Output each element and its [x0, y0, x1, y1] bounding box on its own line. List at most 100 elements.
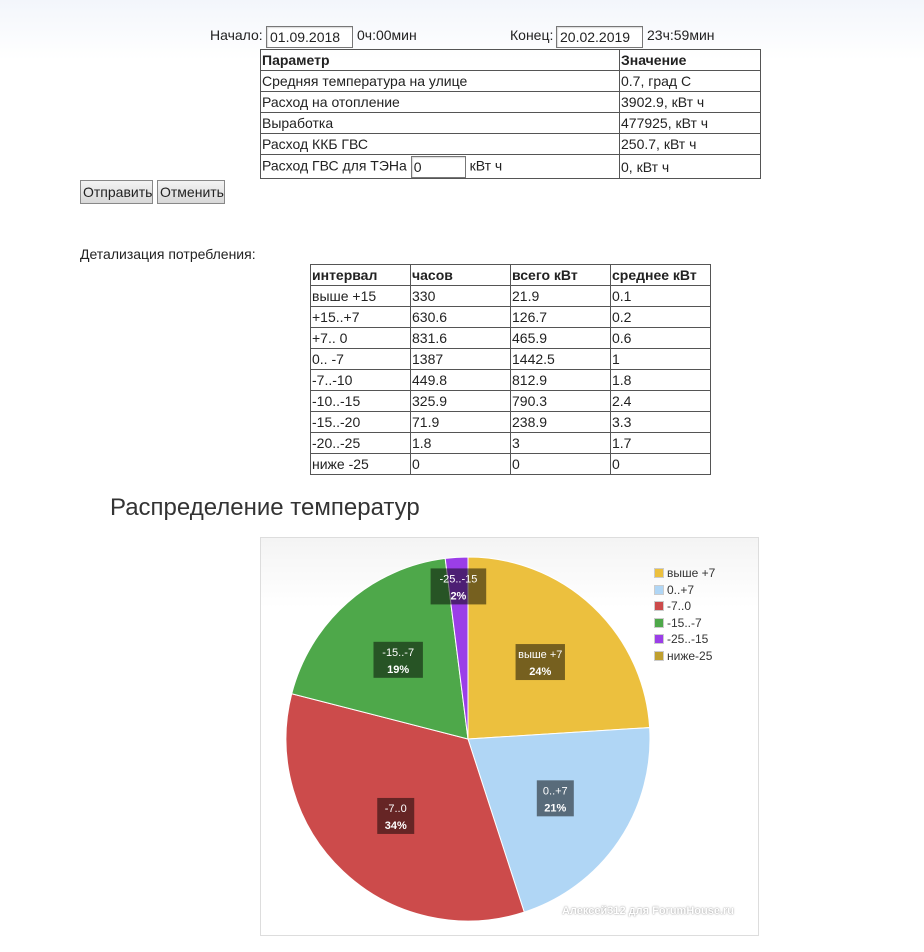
detail-cell: 0 [510, 453, 611, 475]
detail-cell: 790.3 [510, 390, 611, 412]
detail-cell: 0.. -7 [310, 348, 411, 370]
param-name: Расход ККБ ГВС [260, 133, 620, 155]
detail-cell: 126.7 [510, 306, 611, 328]
legend-swatch [654, 601, 664, 612]
detail-cell: 812.9 [510, 369, 611, 391]
slice-pct-label: 34% [385, 820, 407, 832]
data-label-bg [430, 568, 487, 605]
table-row: Расход ККБ ГВС 250.7, кВт ч [260, 133, 761, 155]
detail-header-row: интервал часов всего кВт среднее кВт [310, 264, 711, 286]
detail-cell: 465.9 [510, 327, 611, 349]
slice-pct-label: 21% [544, 802, 566, 814]
param-name: Средняя температура на улице [260, 70, 620, 92]
detail-cell: -15..-20 [310, 411, 411, 433]
gvs-label: Расход ГВС для ТЭНа [262, 157, 407, 174]
detail-cell: ниже -25 [310, 453, 411, 475]
legend-item[interactable]: -15..-7 [654, 615, 715, 632]
detail-cell: -7..-10 [310, 369, 411, 391]
legend-label: 0..+7 [667, 582, 695, 597]
legend-item[interactable]: -7..0 [654, 598, 715, 615]
start-time: 0ч:00мин [357, 27, 417, 43]
legend-item[interactable]: выше +7 [654, 565, 715, 582]
param-name: Расход ГВС для ТЭНа 0 кВт ч [260, 154, 620, 179]
end-date-input[interactable]: 20.02.2019 [556, 26, 643, 48]
slice-name-label: -15..-7 [382, 647, 414, 659]
detail-cell: 0 [410, 453, 511, 475]
param-value: 250.7, кВт ч [619, 133, 761, 155]
detail-cell: 1.8 [410, 432, 511, 454]
pie-chart-panel: выше +7 24% 0..+7 21% -7..0 34% -15..-7 19% -25.… [260, 537, 759, 936]
detail-header: часов [410, 264, 511, 286]
detail-cell: 0.6 [610, 327, 711, 349]
detail-cell: 325.9 [410, 390, 511, 412]
detail-cell: 1 [610, 348, 711, 370]
table-row: ниже -25 0 0 0 [310, 453, 711, 475]
detail-title: Детализация потребления: [80, 246, 256, 262]
cancel-button[interactable]: Отменить [157, 180, 225, 204]
detail-cell: +7.. 0 [310, 327, 411, 349]
slice-data-label: -25..-15 2% [430, 568, 487, 605]
param-value: 0, кВт ч [619, 154, 761, 179]
legend-label: -7..0 [667, 599, 692, 614]
pie-chart: выше +7 24% 0..+7 21% -7..0 34% -15..-7 19% -25.… [285, 556, 651, 922]
table-row: -15..-20 71.9 238.9 3.3 [310, 411, 711, 433]
param-name: Выработка [260, 112, 620, 134]
pie-slice[interactable] [467, 727, 651, 913]
detail-cell: 1442.5 [510, 348, 611, 370]
table-row: Расход ГВС для ТЭНа 0 кВт ч 0, кВт ч [260, 154, 761, 179]
table-row: -20..-25 1.8 3 1.7 [310, 432, 711, 454]
params-table: Параметр Значение Средняя температура на… [260, 49, 761, 179]
slice-pct-label: 24% [529, 666, 551, 678]
detail-header: интервал [310, 264, 411, 286]
legend-item[interactable]: -25..-15 [654, 631, 715, 648]
gvs-input[interactable]: 0 [410, 155, 466, 178]
detail-cell: 1387 [410, 348, 511, 370]
legend-swatch [654, 568, 664, 579]
slice-pct-label: 2% [450, 590, 466, 602]
chart-legend: выше +7 0..+7 -7..0 -15..-7 -25..-15 ниж… [654, 565, 715, 664]
detail-cell: 330 [410, 285, 511, 307]
detail-cell: 21.9 [510, 285, 611, 307]
legend-label: -25..-15 [667, 632, 709, 647]
table-row: Средняя температура на улице 0.7, град С [260, 70, 761, 92]
detail-cell: -20..-25 [310, 432, 411, 454]
param-value: 477925, кВт ч [619, 112, 761, 134]
legend-swatch [654, 617, 664, 628]
table-row: -7..-10 449.8 812.9 1.8 [310, 369, 711, 391]
detail-cell: 1.8 [610, 369, 711, 391]
detail-table: интервал часов всего кВт среднее кВт выш… [310, 264, 711, 475]
detail-header: среднее кВт [610, 264, 711, 286]
gvs-unit: кВт ч [469, 157, 503, 174]
start-date-input[interactable]: 01.09.2018 [266, 26, 353, 48]
legend-item[interactable]: 0..+7 [654, 582, 715, 599]
slice-name-label: -25..-15 [439, 573, 477, 585]
table-row: Выработка 477925, кВт ч [260, 112, 761, 134]
detail-cell: -10..-15 [310, 390, 411, 412]
end-label: Конец: [510, 27, 554, 43]
detail-cell: выше +15 [310, 285, 411, 307]
params-header-param: Параметр [260, 49, 620, 71]
slice-data-label: -15..-7 19% [373, 641, 423, 678]
data-label-bg [536, 780, 574, 817]
detail-cell: 0.1 [610, 285, 711, 307]
legend-swatch [654, 584, 664, 595]
params-header-value: Значение [619, 49, 761, 71]
detail-cell: 630.6 [410, 306, 511, 328]
detail-cell: 449.8 [410, 369, 511, 391]
table-row: Расход на отопление 3902.9, кВт ч [260, 91, 761, 113]
send-button[interactable]: Отправить [80, 180, 153, 204]
table-row: +15..+7 630.6 126.7 0.2 [310, 306, 711, 328]
detail-cell: 3 [510, 432, 611, 454]
slice-pct-label: 19% [387, 664, 409, 676]
detail-cell: 71.9 [410, 411, 511, 433]
end-time: 23ч:59мин [647, 27, 715, 43]
legend-item[interactable]: ниже-25 [654, 648, 715, 665]
slice-data-label: выше +7 24% [515, 644, 565, 681]
detail-cell: 0.2 [610, 306, 711, 328]
slice-name-label: 0..+7 [543, 785, 568, 797]
detail-cell: 831.6 [410, 327, 511, 349]
legend-swatch [654, 634, 664, 645]
chart-title: Распределение температур [110, 494, 420, 521]
slice-data-label: -7..0 34% [377, 797, 415, 834]
legend-swatch [654, 650, 664, 661]
